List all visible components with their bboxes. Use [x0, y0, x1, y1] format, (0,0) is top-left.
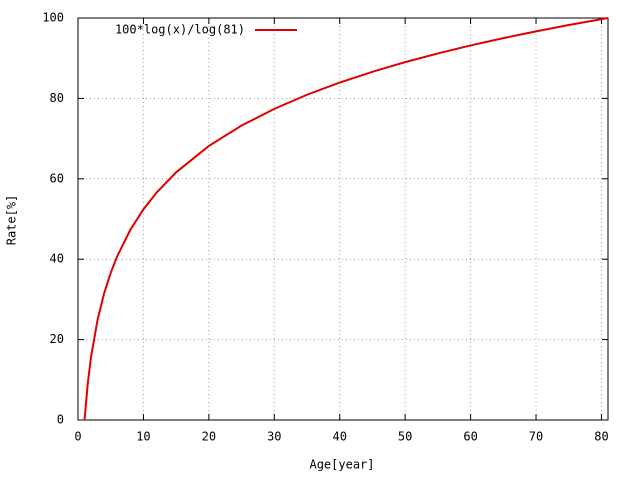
- x-axis-label: Age[year]: [309, 458, 374, 472]
- y-tick-label: 60: [50, 171, 64, 185]
- x-tick-label: 50: [398, 430, 412, 444]
- x-tick-label: 0: [74, 430, 81, 444]
- legend-label: 100*log(x)/log(81): [115, 23, 245, 37]
- plot-border: [77, 17, 609, 421]
- y-tick-label: 100: [42, 11, 64, 25]
- x-tick-label: 20: [202, 430, 216, 444]
- x-tick-label: 40: [333, 430, 347, 444]
- x-tick-label: 70: [529, 430, 543, 444]
- y-tick-label: 40: [50, 252, 64, 266]
- data-line: [83, 17, 609, 421]
- x-tick-label: 10: [136, 430, 150, 444]
- x-tick-label: 30: [267, 430, 281, 444]
- y-tick-label: 0: [57, 413, 64, 427]
- x-tick-label: 80: [594, 430, 608, 444]
- y-axis-label: Rate[%]: [5, 195, 19, 246]
- y-tick-label: 20: [50, 332, 64, 346]
- y-tick-label: 80: [50, 91, 64, 105]
- x-tick-label: 60: [463, 430, 477, 444]
